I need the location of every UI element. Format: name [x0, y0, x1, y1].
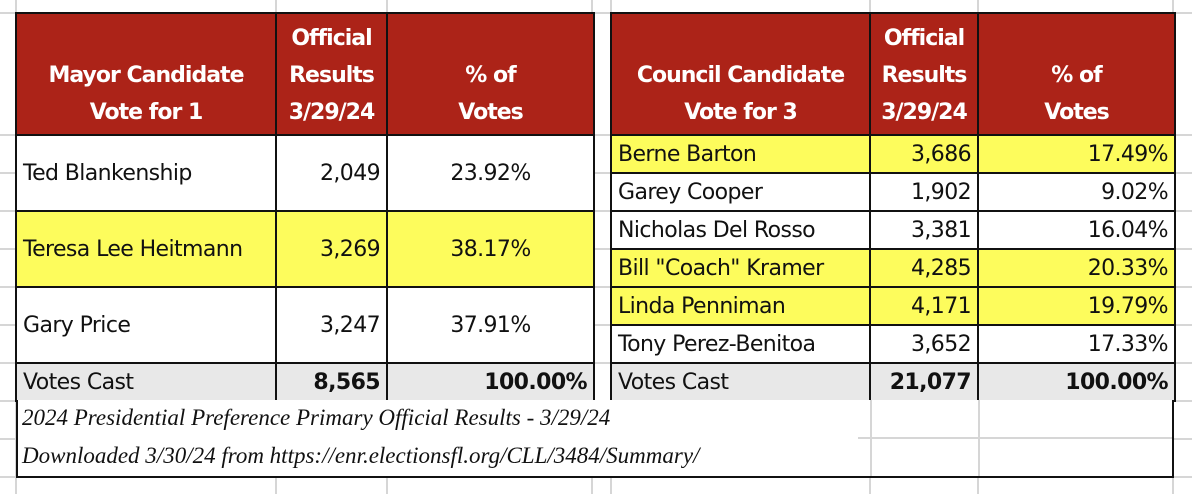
candidate-name-cell[interactable]: Bill "Coach" Kramer	[610, 248, 871, 288]
table-row-highlighted: Teresa Lee Heitmann 3,269 38.17%	[15, 210, 595, 288]
percent-cell[interactable]: 17.33%	[977, 324, 1176, 364]
council-candidate-header[interactable]: Council Candidate Vote for 3	[610, 12, 871, 136]
table-row: Nicholas Del Rosso 3,381 16.04%	[610, 210, 1176, 250]
candidate-name-cell[interactable]: Gary Price	[15, 286, 277, 364]
mayor-results-table: Mayor Candidate Vote for 1 Official Resu…	[15, 12, 595, 402]
table-row-highlighted: Linda Penniman 4,171 19.79%	[610, 286, 1176, 326]
votes-cast-percent[interactable]: 100.00%	[386, 362, 595, 402]
table-row: Tony Perez-Benitoa 3,652 17.33%	[610, 324, 1176, 364]
gridline-row	[0, 134, 1192, 136]
votes-cell[interactable]: 3,686	[869, 134, 979, 174]
votes-cast-label[interactable]: Votes Cast	[15, 362, 277, 402]
candidate-name-cell[interactable]: Tony Perez-Benitoa	[610, 324, 871, 364]
mayor-header-row: Mayor Candidate Vote for 1 Official Resu…	[15, 12, 595, 136]
candidate-name-cell[interactable]: Berne Barton	[610, 134, 871, 174]
percent-cell[interactable]: 38.17%	[386, 210, 595, 288]
votes-cell[interactable]: 4,285	[869, 248, 979, 288]
table-row-highlighted: Berne Barton 3,686 17.49%	[610, 134, 1176, 174]
mayor-results-header[interactable]: Official Results 3/29/24	[275, 12, 388, 136]
council-header-row: Council Candidate Vote for 3 Official Re…	[610, 12, 1176, 136]
source-download-note[interactable]: Downloaded 3/30/24 from https://enr.elec…	[22, 443, 700, 468]
percent-cell[interactable]: 19.79%	[977, 286, 1176, 326]
table-row: Ted Blankenship 2,049 23.92%	[15, 134, 595, 212]
table-row: Garey Cooper 1,902 9.02%	[610, 172, 1176, 212]
candidate-name-cell[interactable]: Garey Cooper	[610, 172, 871, 212]
votes-cast-row: Votes Cast 8,565 100.00%	[15, 362, 595, 402]
percent-cell[interactable]: 20.33%	[977, 248, 1176, 288]
candidate-name-cell[interactable]: Ted Blankenship	[15, 134, 277, 212]
percent-cell[interactable]: 17.49%	[977, 134, 1176, 174]
votes-cast-total[interactable]: 21,077	[869, 362, 979, 402]
votes-cell[interactable]: 3,381	[869, 210, 979, 250]
mayor-percent-header[interactable]: % of Votes	[386, 12, 595, 136]
votes-cell[interactable]: 3,247	[275, 286, 388, 364]
gridline-row	[0, 324, 1192, 326]
council-results-table: Council Candidate Vote for 3 Official Re…	[610, 12, 1176, 402]
gridline-row	[0, 248, 1192, 250]
gridline-row	[0, 362, 1192, 364]
gridline-row	[0, 12, 1192, 14]
votes-cast-row: Votes Cast 21,077 100.00%	[610, 362, 1176, 402]
votes-cell[interactable]: 2,049	[275, 134, 388, 212]
votes-cell[interactable]: 4,171	[869, 286, 979, 326]
gridline-row	[0, 210, 1192, 212]
votes-cast-total[interactable]: 8,565	[275, 362, 388, 402]
gridline-row	[858, 437, 1172, 439]
candidate-name-cell[interactable]: Teresa Lee Heitmann	[15, 210, 277, 288]
votes-cast-label[interactable]: Votes Cast	[610, 362, 871, 402]
percent-cell[interactable]: 9.02%	[977, 172, 1176, 212]
council-results-header[interactable]: Official Results 3/29/24	[869, 12, 979, 136]
gridline-row	[0, 172, 1192, 174]
source-title-note[interactable]: 2024 Presidential Preference Primary Off…	[22, 405, 611, 430]
council-percent-header[interactable]: % of Votes	[977, 12, 1176, 136]
votes-cell[interactable]: 1,902	[869, 172, 979, 212]
candidate-name-cell[interactable]: Nicholas Del Rosso	[610, 210, 871, 250]
percent-cell[interactable]: 16.04%	[977, 210, 1176, 250]
percent-cell[interactable]: 23.92%	[386, 134, 595, 212]
table-row: Gary Price 3,247 37.91%	[15, 286, 595, 364]
votes-cell[interactable]: 3,652	[869, 324, 979, 364]
votes-cast-percent[interactable]: 100.00%	[977, 362, 1176, 402]
votes-cell[interactable]: 3,269	[275, 210, 388, 288]
mayor-candidate-header[interactable]: Mayor Candidate Vote for 1	[15, 12, 277, 136]
table-row-highlighted: Bill "Coach" Kramer 4,285 20.33%	[610, 248, 1176, 288]
source-notes: 2024 Presidential Preference Primary Off…	[16, 400, 1174, 478]
percent-cell[interactable]: 37.91%	[386, 286, 595, 364]
gridline-row	[0, 286, 1192, 288]
candidate-name-cell[interactable]: Linda Penniman	[610, 286, 871, 326]
